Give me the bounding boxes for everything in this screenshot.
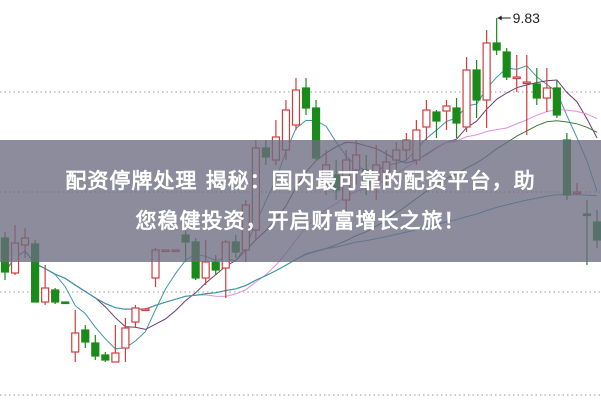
candle-body [512, 76, 521, 80]
high-marker-arrow-icon [497, 15, 502, 21]
candle-body [91, 342, 100, 357]
candle-body [522, 81, 531, 85]
candle-body [121, 327, 130, 349]
candle-body [542, 87, 551, 99]
candle-body [141, 308, 150, 312]
candle-body [41, 287, 50, 303]
candle-body [111, 352, 120, 363]
candle-body [201, 261, 210, 279]
candle-body [432, 111, 441, 122]
candle-body [452, 107, 461, 124]
candle-body [51, 289, 60, 303]
candle-body [211, 261, 220, 271]
candle-body [291, 89, 301, 126]
candle-body [482, 42, 491, 101]
candle-body [532, 83, 541, 99]
banner-line-1: 配资停牌处理 揭秘：国内最可靠的配资平台，助 [65, 169, 536, 193]
high-price-label: 9.83 [513, 10, 540, 26]
candle-body [552, 87, 561, 116]
candle-body [492, 42, 501, 51]
candle-body [81, 329, 90, 343]
candle-body [502, 51, 511, 78]
candle-body [71, 332, 80, 353]
candle-body [131, 307, 140, 323]
candle-body [462, 69, 471, 128]
candle-body [101, 354, 110, 361]
banner-line-2: 您稳健投资，开启财富增长之旅！ [135, 209, 466, 233]
title-banner: 配资停牌处理 揭秘：国内最可靠的配资平台，助 您稳健投资，开启财富增长之旅！ [0, 140, 601, 262]
candle-body [61, 301, 70, 305]
candle-body [472, 69, 481, 101]
ma5-line [4, 65, 598, 350]
candle-body [301, 87, 311, 109]
candle-body [442, 105, 451, 112]
candle-body [422, 109, 431, 128]
